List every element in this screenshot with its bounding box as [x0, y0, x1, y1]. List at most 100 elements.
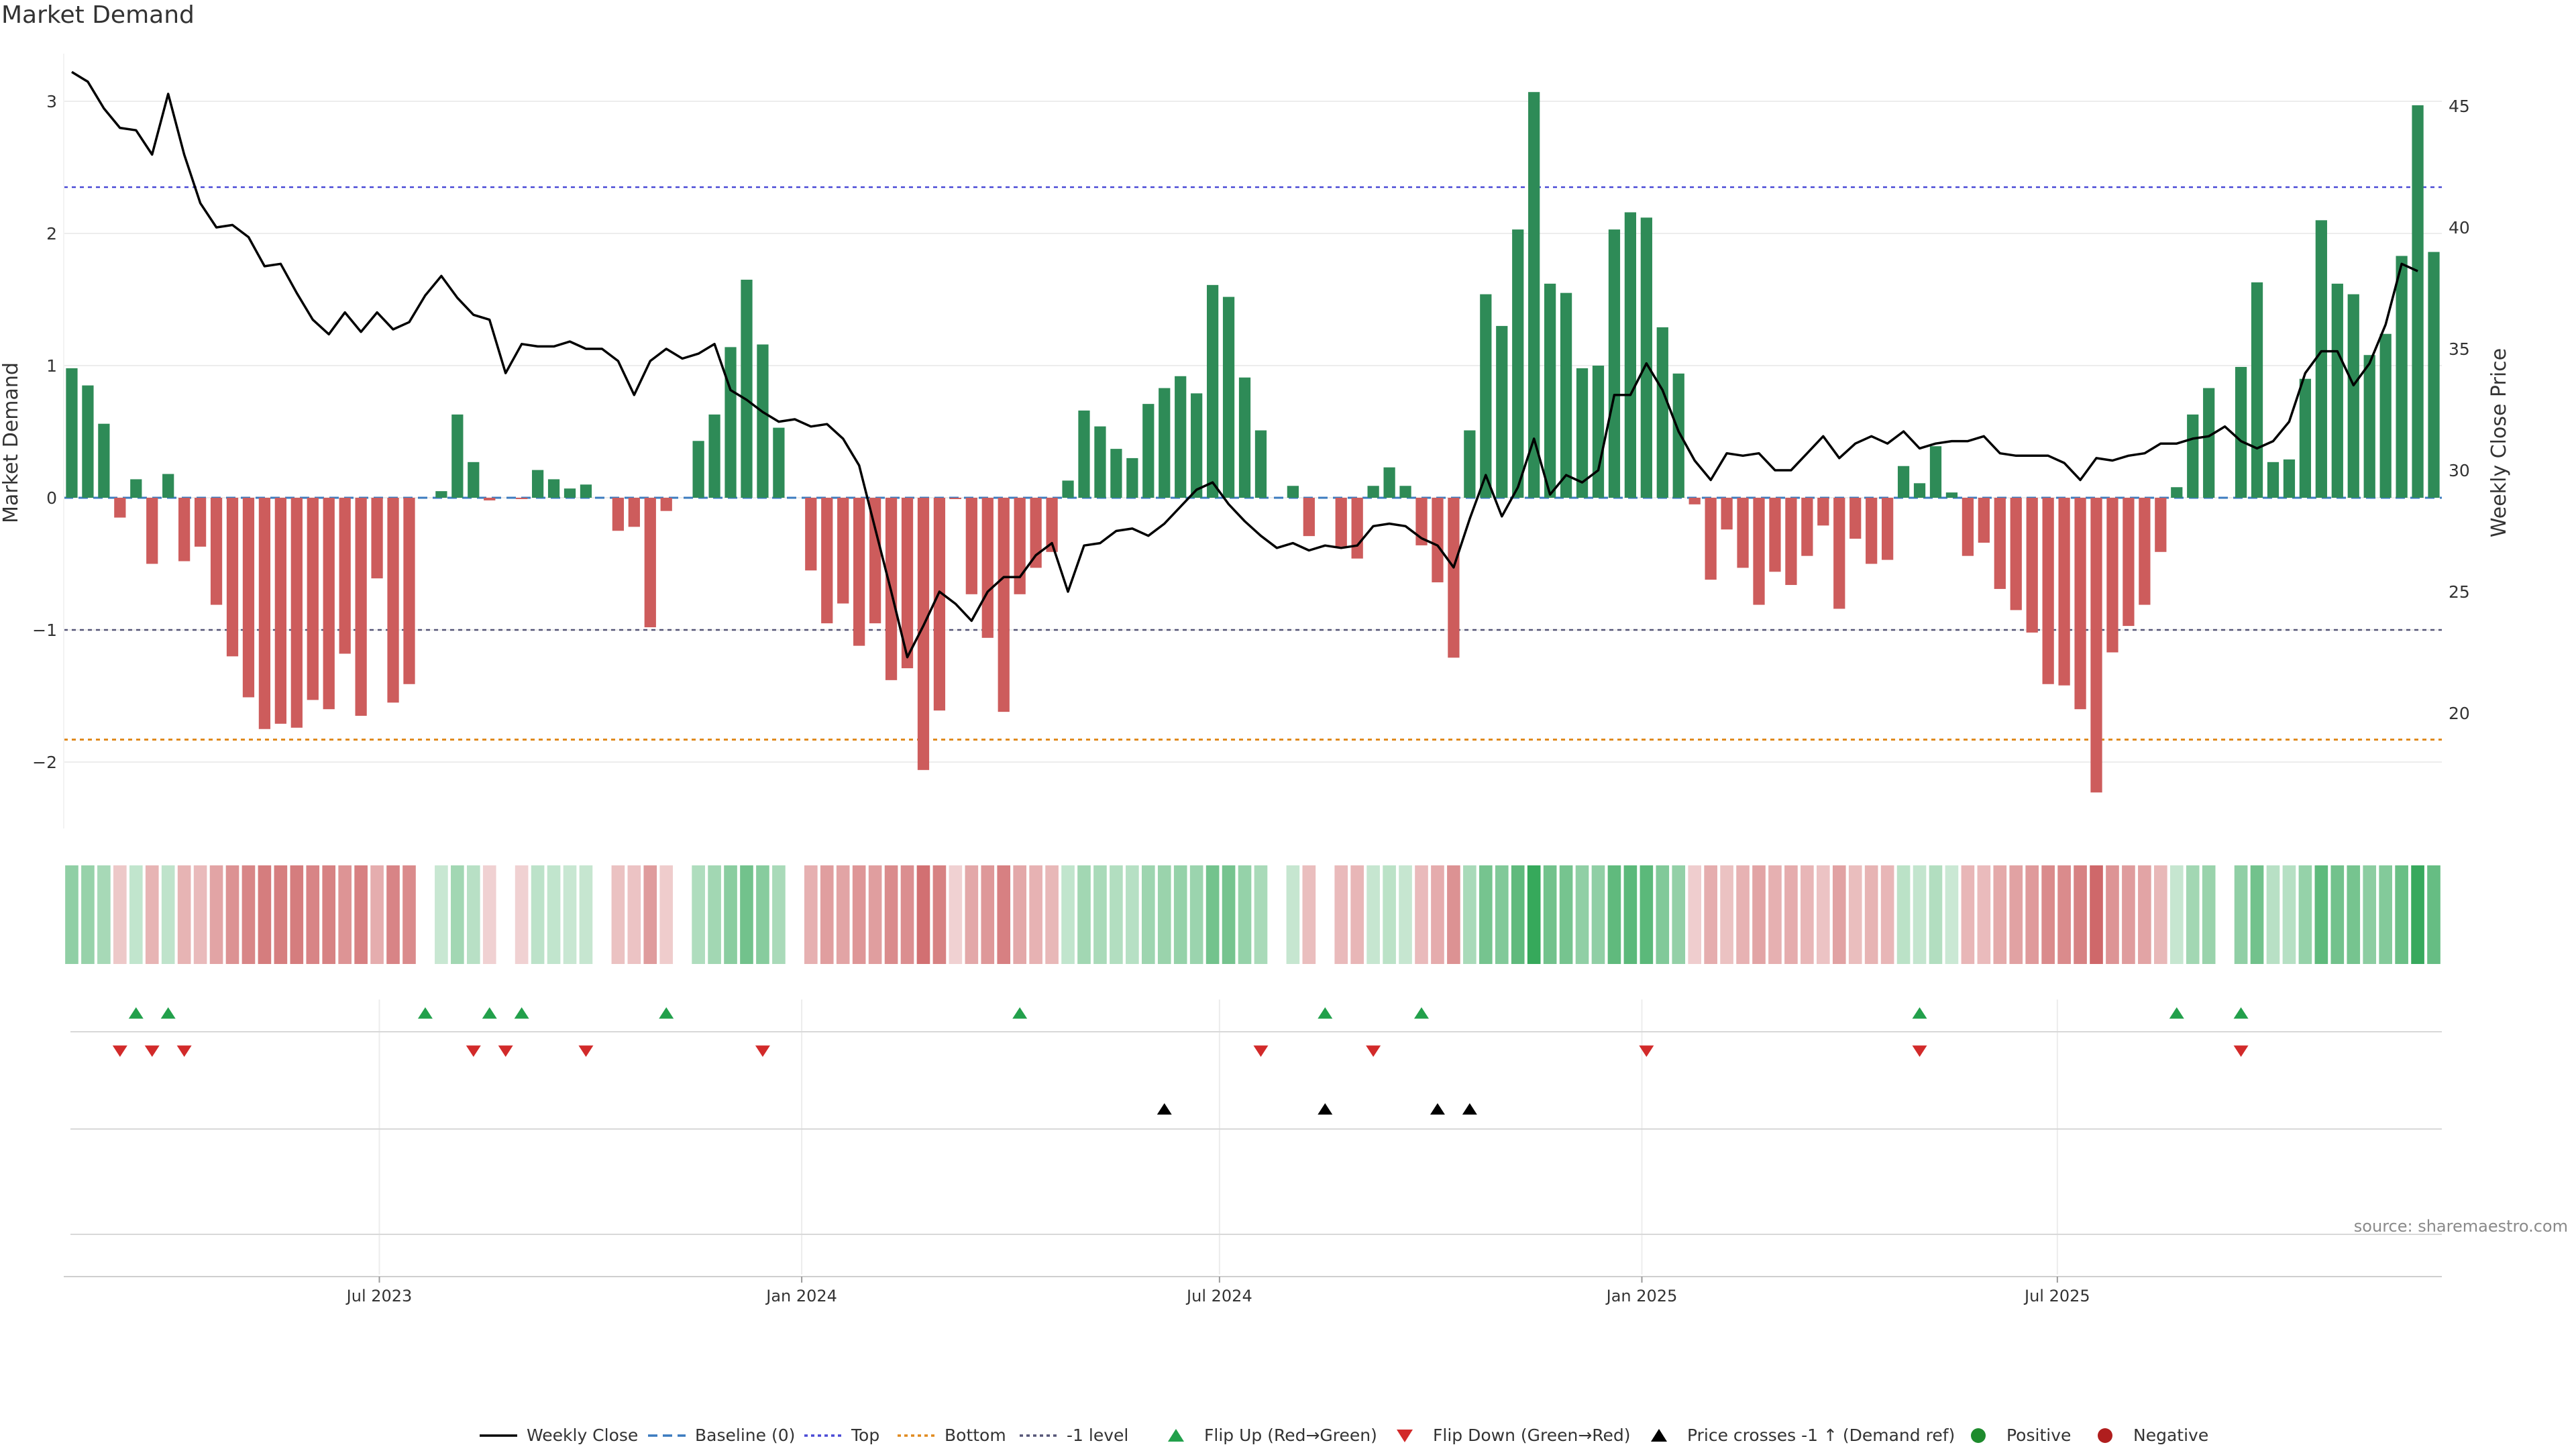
demand-bar [2010, 498, 2022, 610]
demand-bar [1656, 327, 1668, 498]
demand-bar [258, 498, 271, 729]
heat-cell [386, 865, 400, 964]
demand-bar [1415, 498, 1428, 545]
heat-cell [2074, 865, 2087, 964]
demand-bar [547, 479, 560, 498]
heat-cell [563, 865, 577, 964]
heat-cell [1543, 865, 1557, 964]
heat-cell [81, 865, 95, 964]
heat-cell [1141, 865, 1155, 964]
price-cross-marker [1462, 1103, 1477, 1115]
heat-cell [1704, 865, 1717, 964]
heat-cell [2234, 865, 2248, 964]
heat-cell [258, 865, 272, 964]
demand-bar [724, 347, 737, 498]
flip-up-marker [1414, 1007, 1430, 1019]
heat-cell [2363, 865, 2377, 964]
heat-cell [322, 865, 336, 964]
heat-cell [2025, 865, 2039, 964]
demand-bar [1769, 498, 1781, 572]
demand-bar [2074, 498, 2086, 710]
demand-bar [1913, 483, 1926, 498]
heat-cell [1463, 865, 1477, 964]
demand-bar [323, 498, 335, 710]
heat-cell [1527, 865, 1541, 964]
heat-cell [1817, 865, 1830, 964]
y-tick-label: 1 [46, 356, 57, 376]
price-line-layer [71, 70, 2418, 659]
legend-label: Top [851, 1426, 879, 1445]
demand-bar [901, 498, 914, 669]
heat-cell [241, 865, 256, 964]
heat-cell [290, 865, 304, 964]
heat-cell [2266, 865, 2280, 964]
y-axis-label: Market Demand [0, 362, 23, 523]
heat-cell [1913, 865, 1927, 964]
demand-bar [1222, 297, 1235, 498]
heat-cell [724, 865, 737, 964]
demand-bar [274, 498, 286, 724]
demand-bar [1512, 229, 1524, 498]
heat-cell [1832, 865, 1846, 964]
heat-cell [1848, 865, 1862, 964]
heat-cell [997, 865, 1011, 964]
heat-cell [145, 865, 159, 964]
heat-cell [756, 865, 769, 964]
demand-bar [2428, 252, 2440, 498]
heat-cell [1222, 865, 1236, 964]
heat-cell [1447, 865, 1460, 964]
heat-cell [435, 865, 448, 964]
heat-cell [1880, 865, 1894, 964]
heat-cell [1157, 865, 1171, 964]
axes-layer: 3 2 1 0 −1 −2 Market Demand 45 40 35 30 25 20 Weekly … [0, 54, 2511, 828]
demand-bar [2267, 462, 2279, 498]
heat-cell [1205, 865, 1220, 964]
demand-bar [2251, 282, 2263, 498]
heat-cell [1640, 865, 1654, 964]
demand-bar [1432, 498, 1444, 583]
legend-label: Flip Down (Green→Red) [1433, 1426, 1631, 1445]
demand-bar [1882, 498, 1894, 560]
heat-cell [2250, 865, 2264, 964]
heat-cell [772, 865, 786, 964]
demand-bar [2203, 388, 2215, 498]
heat-cell [354, 865, 368, 964]
demand-bar [1801, 498, 1813, 556]
heat-cell [2330, 865, 2345, 964]
heat-cell [97, 865, 111, 964]
heat-cell [209, 865, 223, 964]
heat-cell [531, 865, 545, 964]
x-tick-label: Jul 2024 [1185, 1287, 1252, 1305]
demand-bar [805, 498, 817, 571]
demand-bar [307, 498, 319, 700]
demand-bar [1335, 498, 1347, 547]
heat-cell [2282, 865, 2296, 964]
heat-cell [916, 865, 930, 964]
demand-bar [1399, 486, 1411, 498]
x-tick-label: Jul 2025 [2023, 1287, 2090, 1305]
heat-cell [2154, 865, 2167, 964]
demand-bar [821, 498, 833, 624]
heat-cell [2106, 865, 2119, 964]
demand-bar [837, 498, 849, 604]
demand-bar [2347, 294, 2359, 498]
heat-cell [1238, 865, 1252, 964]
demand-bar [146, 498, 158, 564]
heat-cell [1415, 865, 1428, 964]
flip-down-marker [1639, 1045, 1654, 1057]
demand-bar [2396, 256, 2408, 498]
heat-cell [2041, 865, 2055, 964]
demand-bar [917, 498, 930, 770]
flip-up-marker [659, 1007, 674, 1019]
heat-cell [1864, 865, 1878, 964]
heat-cell [1977, 865, 1991, 964]
heat-cell [1993, 865, 2007, 964]
demand-bar [1014, 498, 1026, 594]
demand-bar [1142, 404, 1155, 498]
heat-cell [884, 865, 898, 964]
demand-bar [2106, 498, 2118, 653]
heat-cell [1254, 865, 1268, 964]
demand-bar [355, 498, 367, 716]
weekly-close-line [71, 70, 2418, 659]
